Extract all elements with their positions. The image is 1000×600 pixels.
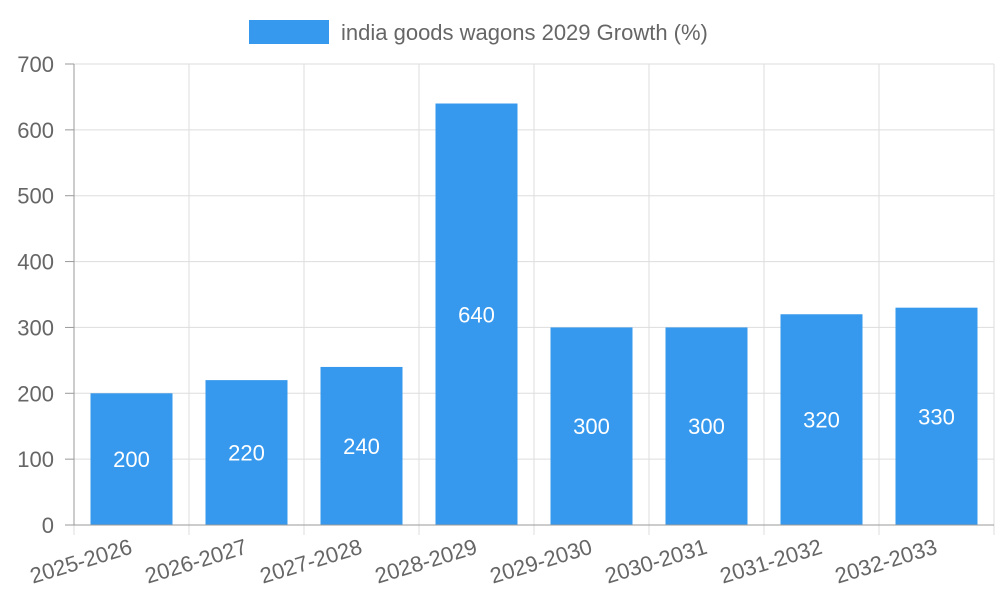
legend[interactable]: india goods wagons 2029 Growth (%) bbox=[249, 20, 708, 45]
x-tick-label: 2032-2033 bbox=[832, 534, 940, 589]
legend-swatch bbox=[249, 20, 329, 44]
bar[interactable] bbox=[665, 327, 748, 525]
bar[interactable] bbox=[780, 314, 863, 525]
bar-value-label: 220 bbox=[228, 441, 265, 466]
bar[interactable] bbox=[320, 366, 403, 525]
bar-value-label: 300 bbox=[688, 414, 725, 439]
y-tick-label: 100 bbox=[17, 447, 54, 472]
y-tick-label: 200 bbox=[17, 381, 54, 406]
y-tick-label: 600 bbox=[17, 118, 54, 143]
x-tick-label: 2025-2026 bbox=[27, 534, 135, 589]
x-tick-label: 2026-2027 bbox=[142, 534, 250, 589]
bar-value-label: 320 bbox=[803, 408, 840, 433]
x-tick-label: 2031-2032 bbox=[717, 534, 825, 589]
y-tick-label: 500 bbox=[17, 184, 54, 209]
y-tick-label: 300 bbox=[17, 315, 54, 340]
bar[interactable] bbox=[550, 327, 633, 525]
y-tick-label: 400 bbox=[17, 250, 54, 275]
bar-value-label: 200 bbox=[113, 447, 150, 472]
x-tick-label: 2028-2029 bbox=[372, 534, 480, 589]
y-tick-label: 700 bbox=[17, 52, 54, 77]
bar[interactable] bbox=[435, 103, 518, 525]
bar-value-label: 640 bbox=[458, 302, 495, 327]
x-tick-label: 2030-2031 bbox=[602, 534, 710, 589]
bar[interactable] bbox=[90, 393, 173, 525]
bar-value-label: 300 bbox=[573, 414, 610, 439]
legend-label: india goods wagons 2029 Growth (%) bbox=[341, 20, 708, 45]
bars bbox=[90, 103, 978, 525]
y-tick-label: 0 bbox=[42, 513, 54, 538]
bar-value-label: 240 bbox=[343, 434, 380, 459]
bar[interactable] bbox=[205, 380, 288, 525]
x-tick-label: 2027-2028 bbox=[257, 534, 365, 589]
x-tick-label: 2029-2030 bbox=[487, 534, 595, 589]
bar[interactable] bbox=[895, 307, 978, 525]
bar-value-label: 330 bbox=[918, 404, 955, 429]
data-labels: 200 220 240 640 300 300 320 330 bbox=[113, 302, 955, 472]
